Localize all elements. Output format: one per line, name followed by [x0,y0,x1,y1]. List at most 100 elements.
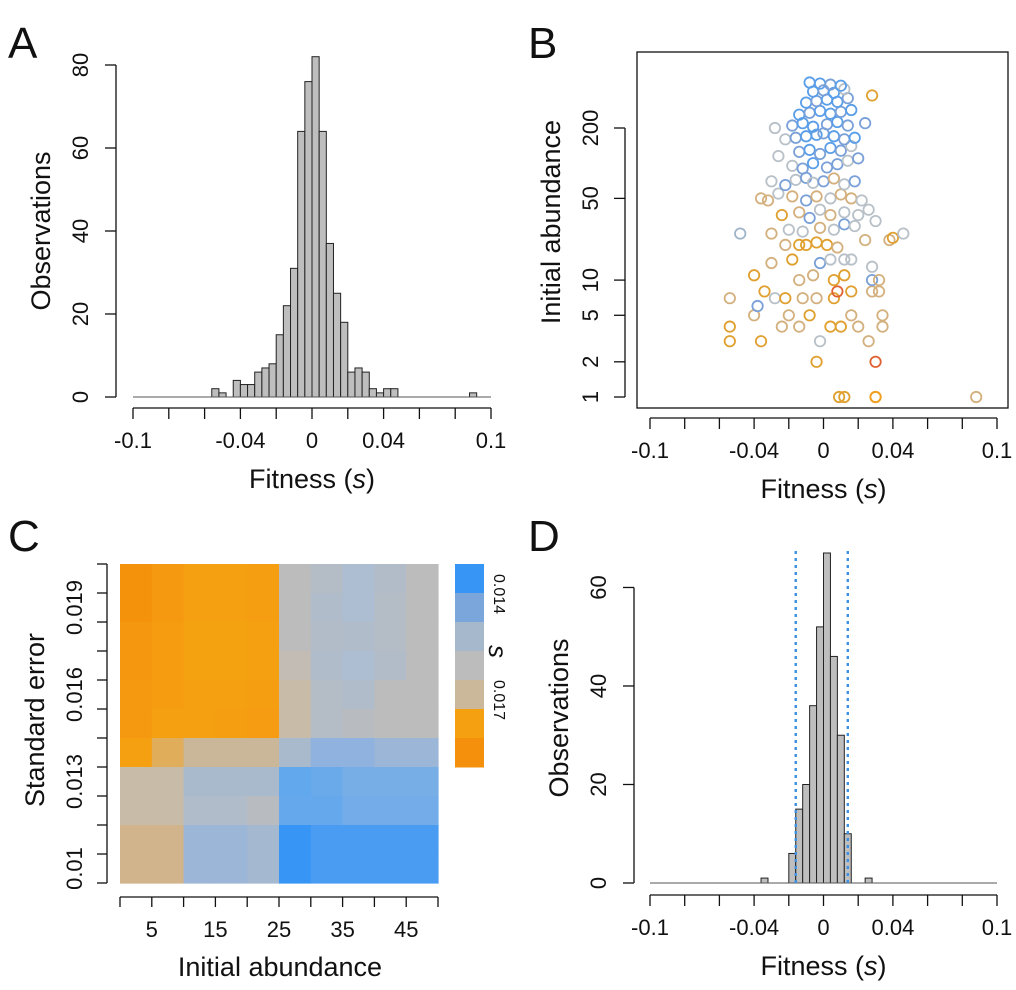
panel-a-bar [383,388,392,398]
panel-c-cell [310,622,344,652]
panel-b-point [869,214,882,228]
panel-c-cell [406,709,439,739]
panel-b-point [824,192,837,205]
panel-b-y-tick-label: 2 [578,356,603,368]
panel-a-bar [239,384,249,398]
panel-d-bar [816,626,824,884]
panel-a-bar [311,56,320,398]
panel-b-point [775,208,788,222]
panel-a-bar [282,305,292,398]
panel-b-point [813,147,827,161]
panel-c-cell [215,651,248,681]
panel-b-point [834,144,847,157]
panel-d-x-tick-label: 0.1 [982,915,1013,940]
panel-d-y-axis-title: Observations [544,638,574,797]
panel-b-point [827,273,841,287]
panel-c-cell [151,767,185,797]
panel-b-point [838,83,851,96]
panel-a-bar [261,367,270,398]
panel-a-x-axis-title-end: ) [366,464,375,494]
panel-c-cell [342,622,375,652]
panel-b-point [827,292,841,305]
panel-c-cell [120,680,153,710]
panel-b-point [831,285,844,298]
panel-c-heatmap: 5 15 25 35 45 Initial abundance 0.01 0.013 0.016… [20,563,513,982]
panel-b-point [796,162,809,175]
panel-label-b: B [528,19,557,68]
panel-c-cell [406,564,439,594]
panel-a-bar [354,367,363,398]
panel-c-cell [215,767,248,797]
panel-c-legend-swatch [455,738,484,768]
panel-b-x-axis-title-end: ) [878,474,887,504]
panel-b-point [813,221,827,234]
panel-b-point [831,158,844,171]
panel-b-point [782,309,795,322]
panel-b-point [786,253,799,266]
panel-b-point [838,178,851,191]
panel-b-point [810,355,823,368]
panel-b-point [872,273,886,287]
panel-b-point [751,299,764,313]
panel-c-cell [406,651,439,681]
panel-b-point [827,223,841,236]
panel-c-cell [279,680,312,710]
panel-b-point [869,355,882,368]
panel-c-cell [342,651,375,681]
panel-c-cell [406,738,439,768]
panel-d-y-tick-label: 0 [586,877,611,889]
panel-c-cell [183,767,216,797]
panel-a-bar [340,321,349,398]
panel-b-point [793,273,806,287]
panel-label-d: D [528,512,560,561]
panel-b-point [820,118,834,131]
panel-b-point [865,89,879,102]
panel-d-bar [823,552,831,884]
panel-b-point [852,152,865,165]
panel-c-cell [247,738,280,768]
panel-c-cell [183,738,216,768]
panel-b-point [765,175,778,188]
panel-b-point [865,260,879,273]
panel-c-cell [247,622,280,652]
panel-c-y-tick-label: 0.013 [62,754,87,809]
panel-c-cell [151,680,185,710]
panel-b-point [862,335,875,348]
panel-a-bar [247,384,256,398]
panel-c-x-tick-label: 25 [267,917,291,942]
panel-b-point [834,105,847,118]
panel-c-cell [151,564,185,594]
panel-c-cell [374,680,407,710]
panel-c-cell [183,564,216,594]
panel-d-bar [809,705,818,884]
panel-c-cell [247,680,280,710]
panel-b-point [765,227,778,240]
panel-d-bar [836,734,845,884]
panel-c-y-axis-title: Standard error [20,633,50,807]
panel-b-point [768,121,782,135]
panel-d-bar [864,877,873,884]
panel-c-cell [310,767,344,797]
panel-c-cell [183,854,216,884]
panel-c-cell [215,709,248,739]
panel-a-histogram: -0.1 -0.04 0 0.04 0.1 Fitness (s) 0 20 40 60 80 Obs… [26,53,506,494]
panel-b-point [862,203,875,216]
panel-b-point [793,320,806,333]
panel-b-point [859,233,872,247]
panel-b-point [803,143,816,156]
panel-a-y-tick-label: 60 [68,136,93,160]
panel-a-x-tick-label: 0.04 [362,428,405,453]
panel-c-legend-swatch [455,651,484,681]
panel-b-point [768,292,782,305]
panel-c-cell [215,564,248,594]
panel-b-x-tick-label: 0.04 [871,438,914,463]
panel-d-x-axis-title-end: ) [878,951,887,981]
panel-c-legend-title: s [483,645,513,658]
panel-c-cell [215,622,248,652]
panel-b-point [817,175,830,188]
panel-b-point [779,292,792,305]
panel-b-point [824,208,837,222]
panel-c-cell [183,709,216,739]
panel-c-cell [279,709,312,739]
panel-b-point [834,320,847,333]
